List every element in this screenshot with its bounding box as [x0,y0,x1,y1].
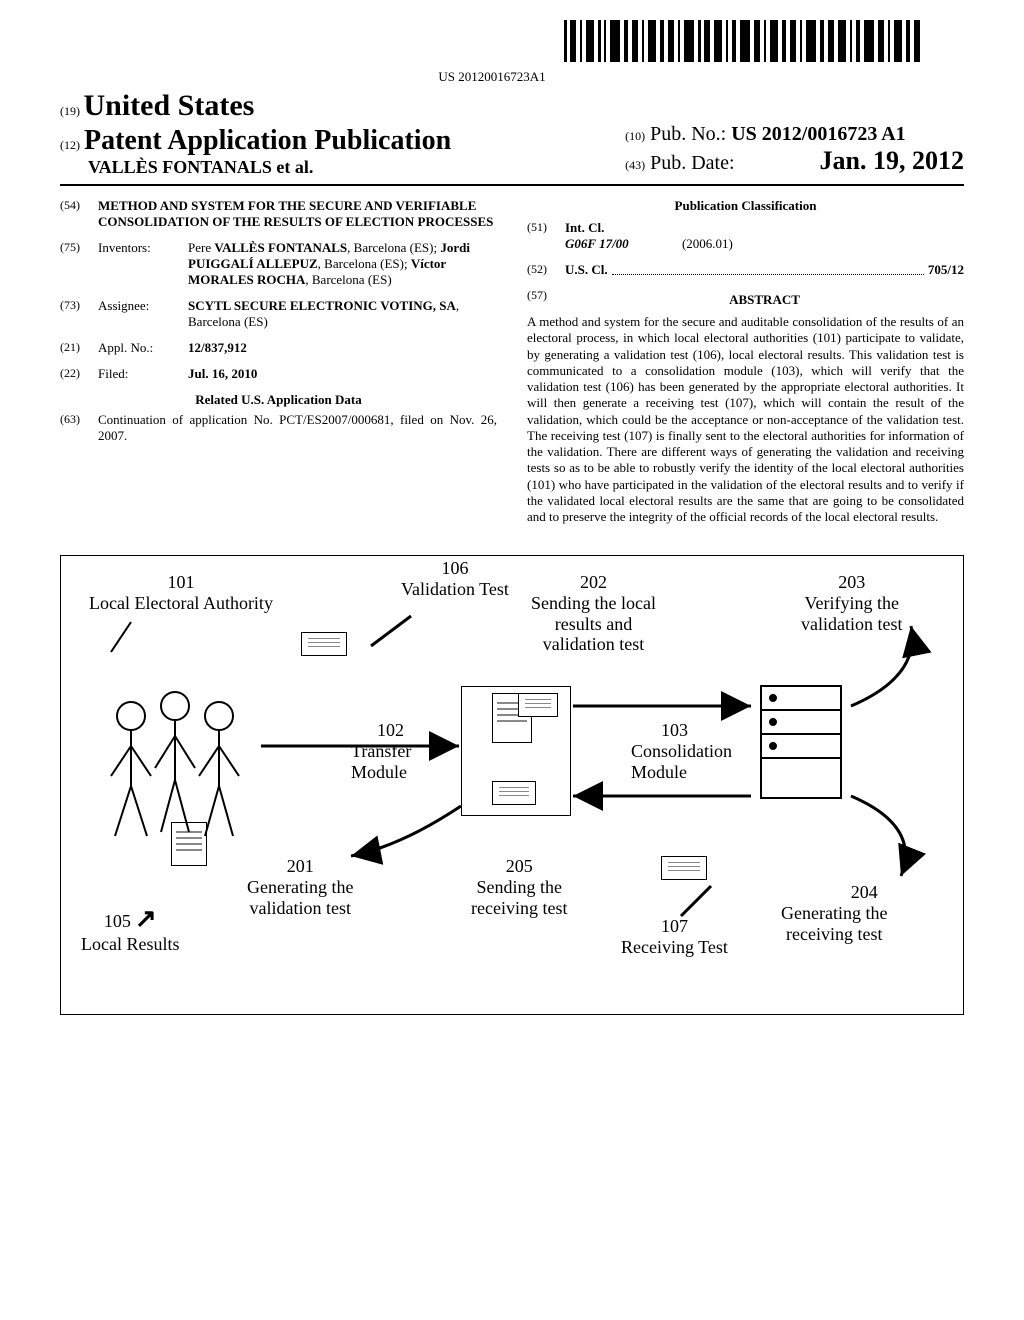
invention-title: METHOD AND SYSTEM FOR THE SECURE AND VER… [98,198,497,230]
figure-1: 101 Local Electoral Authority 106 Valida… [60,555,964,1015]
pubno-label: Pub. No.: [650,123,726,145]
uscl-dots [612,262,924,275]
biblio-right: Publication Classification (51) Int. Cl.… [527,198,964,525]
code-73: (73) [60,298,98,330]
code-12: (12) [60,138,80,152]
assignee-value: SCYTL SECURE ELECTRONIC VOTING, SA, Barc… [188,298,497,330]
applno-value: 12/837,912 [188,340,497,356]
code-22: (22) [60,366,98,382]
authors-line: VALLÈS FONTANALS et al. [60,157,451,178]
filed-value: Jul. 16, 2010 [188,366,497,382]
country: United States [84,89,255,122]
code-21: (21) [60,340,98,356]
inventors-list: Pere VALLÈS FONTANALS, Barcelona (ES); J… [188,240,497,288]
code-51: (51) [527,220,565,252]
pub-date: Jan. 19, 2012 [820,146,964,175]
uscl-label: U.S. Cl. [565,262,608,278]
pubclass-head: Publication Classification [527,198,964,214]
inventors-label: Inventors: [98,240,188,288]
intcl-date: (2006.01) [682,236,733,251]
barcode-number: US 20120016723A1 [60,69,924,85]
code-57: (57) [527,288,565,314]
pub-number: US 2012/0016723 A1 [731,123,905,145]
pubdate-label: Pub. Date: [650,152,734,174]
code-54: (54) [60,198,98,230]
abstract-text: A method and system for the secure and a… [527,314,964,525]
code-10: (10) [625,129,645,143]
biblio-left: (54) METHOD AND SYSTEM FOR THE SECURE AN… [60,198,497,525]
diagram-svg [61,556,961,1016]
applno-label: Appl. No.: [98,340,188,356]
code-19: (19) [60,104,80,118]
code-75: (75) [60,240,98,288]
abstract-label: ABSTRACT [565,292,964,308]
bibliographic-data: (54) METHOD AND SYSTEM FOR THE SECURE AN… [60,198,964,525]
related-us-head: Related U.S. Application Data [60,392,497,408]
intcl-code: G06F 17/00 [565,236,629,251]
masthead: (19) United States (12) Patent Applicati… [60,89,964,178]
uscl-value: 705/12 [928,262,964,278]
assignee-label: Assignee: [98,298,188,330]
intcl-label: Int. Cl. [565,220,964,236]
barcode-graphic [564,20,924,67]
doc-type: Patent Application Publication [84,125,451,156]
divider [60,184,964,186]
code-63: (63) [60,412,98,444]
filed-label: Filed: [98,366,188,382]
barcode-block: US 20120016723A1 [60,20,964,85]
code-52: (52) [527,262,565,278]
code-43: (43) [625,158,645,172]
related-text: Continuation of application No. PCT/ES20… [98,412,497,444]
